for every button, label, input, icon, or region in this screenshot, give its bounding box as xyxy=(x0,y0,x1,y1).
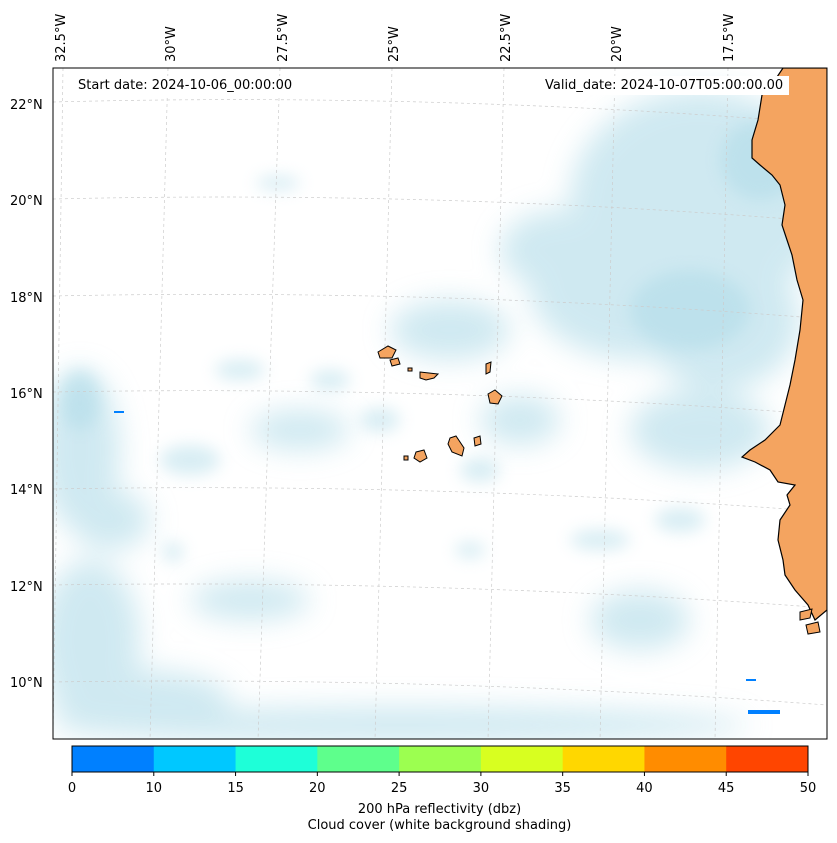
colorbar-swatch xyxy=(562,746,645,772)
colorbar-tick-label: 30 xyxy=(472,781,490,796)
lon-label-27-5w: 27.5°W xyxy=(276,13,291,62)
colorbar-swatch xyxy=(480,746,564,772)
colorbar-tick-label: 20 xyxy=(309,781,326,796)
colorbar-swatch xyxy=(153,746,237,772)
colorbar-title: 200 hPa reflectivity (dbz) xyxy=(357,802,522,817)
lon-label-30w: 30°W xyxy=(164,26,179,62)
cloud-cover-shading xyxy=(53,90,827,739)
bijagos-islands xyxy=(799,608,821,635)
lat-label-16n: 16°N xyxy=(10,387,43,402)
valid-date-label: Valid_date: 2024-10-07T05:00:00.00 xyxy=(539,76,790,95)
colorbar xyxy=(72,746,809,772)
lat-label-14n: 14°N xyxy=(10,483,43,498)
lon-label-25w: 25°W xyxy=(387,26,402,62)
lat-label-10n: 10°N xyxy=(10,676,43,691)
graticule xyxy=(53,68,827,739)
lat-label-18n: 18°N xyxy=(10,291,43,306)
colorbar-frame xyxy=(71,745,809,773)
lon-label-22-5w: 22.5°W xyxy=(499,13,514,62)
colorbar-swatch xyxy=(72,746,155,772)
lat-label-20n: 20°N xyxy=(10,194,43,209)
colorbar-tick-label: 50 xyxy=(799,781,817,796)
colorbar-swatch xyxy=(726,746,809,772)
lat-label-22n: 22°N xyxy=(10,98,43,113)
lon-label-17-5w: 17.5°W xyxy=(722,13,737,62)
reflectivity-patch xyxy=(114,411,124,413)
colorbar-tick-label: 15 xyxy=(227,781,244,796)
lon-label-32-5w: 32.5°W xyxy=(54,13,69,62)
cape-verde-islands xyxy=(377,345,503,463)
colorbar-tick-label: 25 xyxy=(390,781,408,796)
colorbar-tick-label: 35 xyxy=(554,781,571,796)
map-frame xyxy=(52,67,828,740)
colorbar-tick-label: 10 xyxy=(145,781,163,796)
lon-label-20w: 20°W xyxy=(610,26,625,62)
colorbar-swatch xyxy=(399,746,482,772)
colorbar-swatch xyxy=(317,746,400,772)
colorbar-swatch xyxy=(644,746,727,772)
colorbar-subtitle: Cloud cover (white background shading) xyxy=(307,818,572,833)
africa-coast-land xyxy=(740,68,827,621)
map-panel xyxy=(53,68,827,739)
reflectivity-patch xyxy=(746,679,756,681)
colorbar-tick-label: 45 xyxy=(717,781,735,796)
colorbar-tick-label: 0 xyxy=(67,781,77,796)
start-date-label: Start date: 2024-10-06_00:00:00 xyxy=(72,76,299,95)
colorbar-ticks xyxy=(71,772,809,776)
colorbar-swatch xyxy=(235,746,318,772)
colorbar-tick-label: 40 xyxy=(636,781,653,796)
reflectivity-patch xyxy=(748,710,780,714)
lat-label-12n: 12°N xyxy=(10,580,43,595)
